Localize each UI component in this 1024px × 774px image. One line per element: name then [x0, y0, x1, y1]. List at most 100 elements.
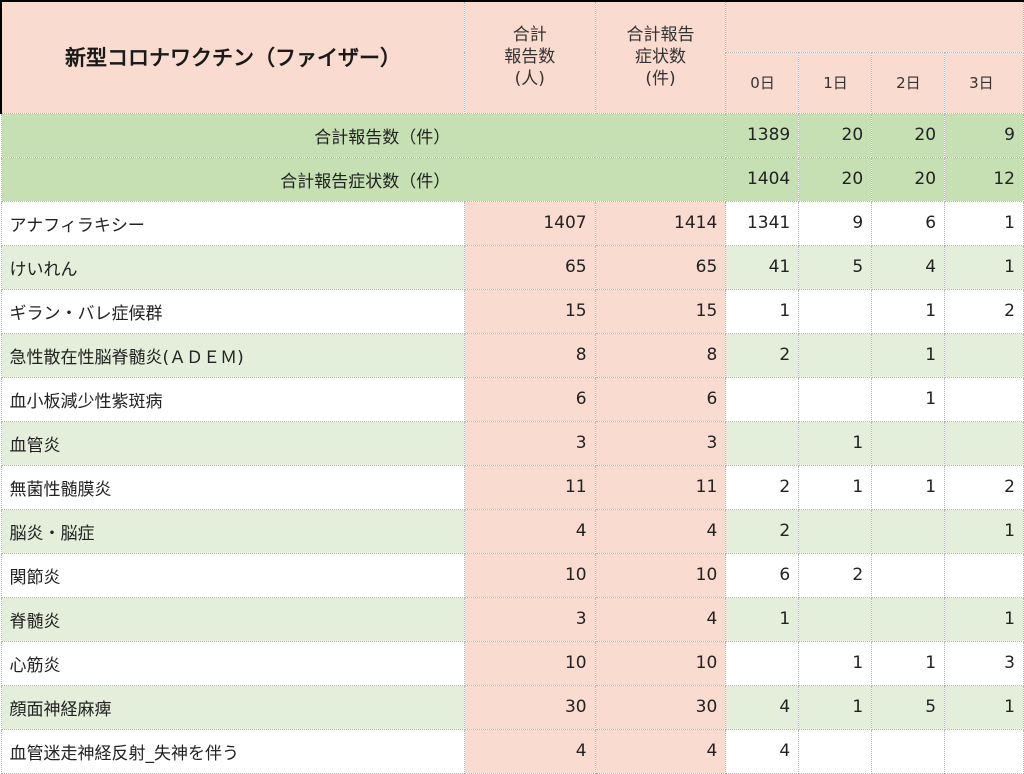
day-3-count: 3 — [944, 640, 1024, 686]
total-symptoms: 4 — [594, 728, 727, 774]
day-1-count — [798, 508, 873, 554]
total-symptoms: 10 — [594, 552, 727, 598]
day-2-count — [871, 552, 946, 598]
day-2-count — [871, 420, 946, 466]
day-2-count: 4 — [871, 244, 946, 290]
day-3-count — [944, 728, 1024, 774]
summary-value-day-3: 9 — [944, 112, 1024, 158]
total-symptoms: 65 — [594, 244, 727, 290]
summary-row: 合計報告数（件） 1389 20 20 9 — [0, 112, 1024, 158]
table-row: 急性散在性脳脊髄炎(ＡＤＥＭ) 8 8 2 1 — [0, 332, 1024, 378]
day-0-count: 2 — [725, 332, 800, 378]
day-3-count — [944, 552, 1024, 598]
day-2-count: 6 — [871, 200, 946, 246]
day-1-count: 2 — [798, 552, 873, 598]
day-3-count: 1 — [944, 508, 1024, 554]
day-1-count — [798, 728, 873, 774]
total-symptoms: 10 — [594, 640, 727, 686]
symptom-name: 血管迷走神経反射_失神を伴う — [0, 728, 465, 774]
day-0-count: 6 — [725, 552, 800, 598]
day-3-count: 1 — [944, 684, 1024, 730]
day-3-count — [944, 332, 1024, 378]
total-reports: 10 — [463, 552, 596, 598]
total-reports: 10 — [463, 640, 596, 686]
total-reports: 6 — [463, 376, 596, 422]
total-reports: 30 — [463, 684, 596, 730]
symptom-name: 脳炎・脳症 — [0, 508, 465, 554]
day-1-count — [798, 332, 873, 378]
table-row: アナフィラキシー 1407 1414 1341 9 6 1 — [0, 200, 1024, 246]
day-3-count: 2 — [944, 288, 1024, 334]
day-2-count: 1 — [871, 376, 946, 422]
day-1-count: 9 — [798, 200, 873, 246]
table-row: 顔面神経麻痺 30 30 4 1 5 1 — [0, 684, 1024, 730]
day-0-count: 41 — [725, 244, 800, 290]
day-0-count: 4 — [725, 728, 800, 774]
summary-label: 合計報告症状数（件） — [0, 156, 727, 202]
summary-value-day-0: 1389 — [725, 112, 800, 158]
day-0-count: 1 — [725, 288, 800, 334]
symptom-name: 脊髄炎 — [0, 596, 465, 642]
table-row: 血管炎 3 3 1 — [0, 420, 1024, 466]
summary-value-day-3: 12 — [944, 156, 1024, 202]
day-0-count: 2 — [725, 464, 800, 510]
symptom-name: 心筋炎 — [0, 640, 465, 686]
table-row: ギラン・バレ症候群 15 15 1 1 2 — [0, 288, 1024, 334]
total-symptoms: 4 — [594, 508, 727, 554]
table-row: 関節炎 10 10 6 2 — [0, 552, 1024, 598]
total-reports: 3 — [463, 596, 596, 642]
summary-value-day-0: 1404 — [725, 156, 800, 202]
day-1-count: 1 — [798, 420, 873, 466]
day-3-count: 1 — [944, 200, 1024, 246]
symptom-name: 関節炎 — [0, 552, 465, 598]
summary-value-day-1: 20 — [798, 156, 873, 202]
col-header-day-3: 3日 — [944, 51, 1024, 114]
symptom-name: 血管炎 — [0, 420, 465, 466]
summary-value-day-1: 20 — [798, 112, 873, 158]
day-2-count — [871, 596, 946, 642]
total-symptoms: 15 — [594, 288, 727, 334]
summary-value-day-2: 20 — [871, 156, 946, 202]
day-0-count: 2 — [725, 508, 800, 554]
day-2-count: 1 — [871, 288, 946, 334]
total-symptoms: 11 — [594, 464, 727, 510]
day-0-count: 1 — [725, 596, 800, 642]
total-reports: 65 — [463, 244, 596, 290]
total-symptoms: 30 — [594, 684, 727, 730]
day-0-count: 1341 — [725, 200, 800, 246]
symptom-name: ギラン・バレ症候群 — [0, 288, 465, 334]
day-3-count: 1 — [944, 244, 1024, 290]
table-row: 心筋炎 10 10 1 1 3 — [0, 640, 1024, 686]
day-0-count — [725, 376, 800, 422]
col-header-day-2: 2日 — [871, 51, 946, 114]
day-0-count: 4 — [725, 684, 800, 730]
day-2-count: 1 — [871, 640, 946, 686]
total-reports: 3 — [463, 420, 596, 466]
header-row-days: 0日 1日 2日 3日 — [1, 51, 1024, 114]
col-header-day-0: 0日 — [725, 51, 800, 114]
day-1-count — [798, 596, 873, 642]
col-header-day-1: 1日 — [798, 51, 873, 114]
day-2-count: 5 — [871, 684, 946, 730]
symptom-name: 血小板減少性紫斑病 — [0, 376, 465, 422]
total-reports: 11 — [463, 464, 596, 510]
table-row: 血小板減少性紫斑病 6 6 1 — [0, 376, 1024, 422]
symptom-name: けいれん — [0, 244, 465, 290]
day-1-count — [798, 376, 873, 422]
day-3-count — [944, 376, 1024, 422]
total-symptoms: 8 — [594, 332, 727, 378]
day-0-count — [725, 420, 800, 466]
table-row: けいれん 65 65 41 5 4 1 — [0, 244, 1024, 290]
table-row: 脊髄炎 3 4 1 1 — [0, 596, 1024, 642]
summary-value-day-2: 20 — [871, 112, 946, 158]
total-reports: 8 — [463, 332, 596, 378]
symptom-name: アナフィラキシー — [0, 200, 465, 246]
table-row: 無菌性髄膜炎 11 11 2 1 1 2 — [0, 464, 1024, 510]
col-header-days-group — [725, 0, 1024, 53]
day-1-count — [798, 288, 873, 334]
col-header-total-symptoms: 合計報告 症状数 (件) — [594, 0, 727, 114]
summary-row: 合計報告症状数（件） 1404 20 20 12 — [0, 156, 1024, 202]
header-row-top: 新型コロナワクチン（ファイザー） 合計 報告数 (人) 合計報告 症状数 (件) — [0, 0, 1024, 114]
day-3-count: 1 — [944, 596, 1024, 642]
